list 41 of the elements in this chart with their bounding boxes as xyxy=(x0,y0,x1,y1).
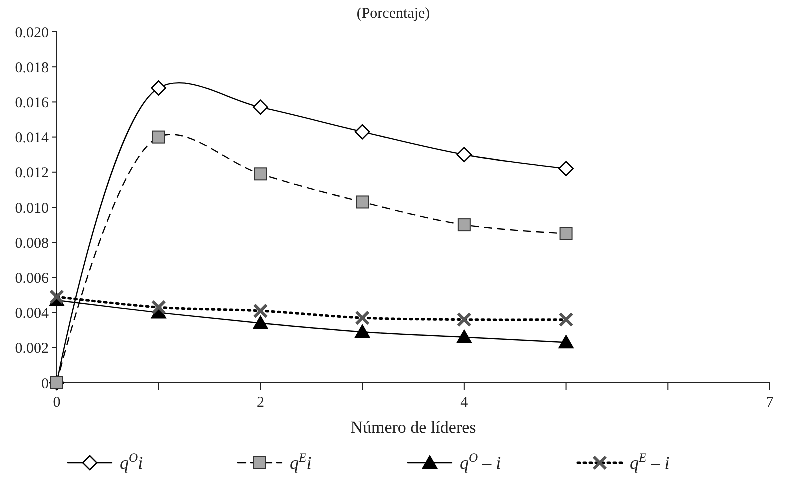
point xyxy=(456,312,472,328)
point xyxy=(151,80,167,96)
x-axis-title: Número de líderes xyxy=(350,418,476,437)
y-tick-label: 0.006 xyxy=(15,270,50,287)
point xyxy=(254,168,268,181)
point xyxy=(456,329,472,344)
point xyxy=(354,124,370,140)
y-tick-label: 0.008 xyxy=(15,236,49,252)
point xyxy=(558,161,574,177)
chart-title: (Porcentaje) xyxy=(356,6,430,22)
legend-label: q$^{E}$ – i xyxy=(630,451,670,473)
point xyxy=(253,304,268,319)
point xyxy=(152,130,166,144)
point xyxy=(560,227,573,240)
y-tick-label: 0.012 xyxy=(15,166,49,182)
point xyxy=(151,300,166,316)
legend-label: q$^{O}$i xyxy=(120,451,144,473)
point xyxy=(355,310,370,326)
point xyxy=(356,196,370,209)
x-tick-label: 7 xyxy=(766,395,774,411)
y-tick-label: 0.004 xyxy=(15,306,50,322)
legend-label: q$^{O}$ – i xyxy=(460,451,502,473)
y-tick-label: 0.018 xyxy=(15,60,49,76)
legend-label: q$^{E}$i xyxy=(290,451,312,473)
y-tick-label: 0.020 xyxy=(15,25,49,42)
y-tick-label: 0.002 xyxy=(15,341,49,358)
y-tick-label: 0.010 xyxy=(15,200,49,217)
y-tick-label: 0.014 xyxy=(15,130,50,147)
point xyxy=(354,324,371,338)
point xyxy=(252,315,269,330)
x-tick-label: 4 xyxy=(460,395,469,411)
y-tick-label: 0.016 xyxy=(15,95,50,112)
point xyxy=(50,290,64,305)
point xyxy=(458,218,471,232)
y-tick-label: 0 xyxy=(42,376,49,392)
x-tick-label: 2 xyxy=(256,395,264,411)
point xyxy=(558,312,574,328)
x-tick-label: 0 xyxy=(53,395,61,411)
point xyxy=(558,334,574,349)
point xyxy=(456,147,472,162)
point xyxy=(253,100,268,116)
